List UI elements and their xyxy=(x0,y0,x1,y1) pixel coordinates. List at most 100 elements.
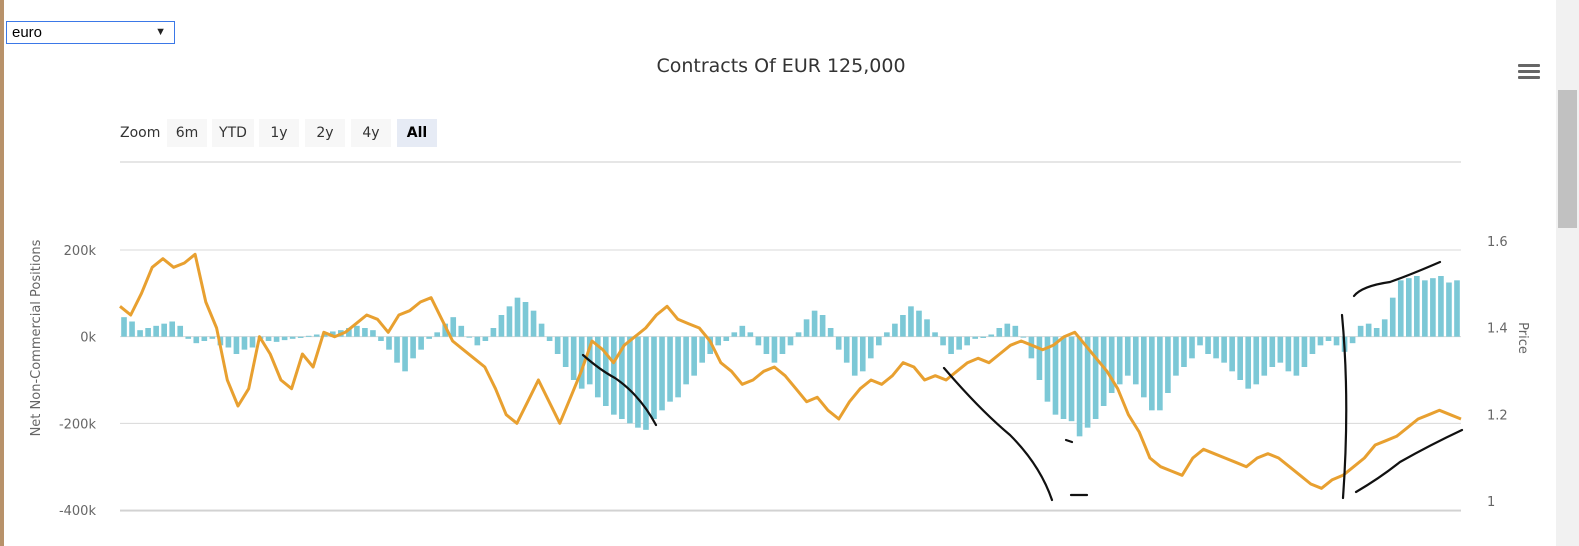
zoom-2y-button[interactable]: 2y xyxy=(305,119,345,147)
position-bar xyxy=(1149,336,1155,411)
position-bar xyxy=(1261,336,1268,376)
position-bar xyxy=(1036,336,1043,380)
position-bar xyxy=(1349,336,1356,344)
page-scrollbar[interactable] xyxy=(1556,0,1579,546)
position-bar xyxy=(1132,336,1139,385)
position-bar xyxy=(707,336,714,354)
position-bar xyxy=(546,336,553,341)
zoom-1y-button[interactable]: 1y xyxy=(259,119,299,147)
zoom-ytd-button[interactable]: YTD xyxy=(212,119,254,147)
position-bar xyxy=(1092,336,1099,419)
position-bar xyxy=(1373,328,1380,337)
position-bar xyxy=(482,336,489,341)
position-bar xyxy=(354,325,360,337)
position-bar xyxy=(980,336,987,338)
position-bar xyxy=(466,336,473,338)
position-bar xyxy=(1365,323,1372,337)
position-bar xyxy=(329,331,336,337)
position-bar xyxy=(161,323,167,337)
position-bar xyxy=(562,336,569,367)
position-bar xyxy=(1430,278,1436,337)
position-bar xyxy=(1004,323,1011,337)
position-bar xyxy=(675,336,681,398)
position-bar xyxy=(1141,336,1147,398)
position-bar xyxy=(811,310,818,337)
position-bar xyxy=(305,335,312,337)
position-bar xyxy=(1229,336,1235,372)
scrollbar-thumb[interactable] xyxy=(1558,90,1577,228)
position-bar xyxy=(1165,336,1171,393)
chart-title: Contracts Of EUR 125,000 xyxy=(656,55,906,77)
position-bar xyxy=(835,336,842,350)
positions-bars xyxy=(121,276,1460,437)
zoom-6m-button[interactable]: 6m xyxy=(167,119,207,147)
position-bar xyxy=(1213,336,1219,359)
zoom-all-button[interactable]: All xyxy=(397,119,437,147)
position-bar xyxy=(1454,280,1460,337)
position-bar xyxy=(892,323,898,337)
annotation-stroke xyxy=(1064,438,1074,444)
position-bar xyxy=(386,336,392,350)
position-bar xyxy=(1405,278,1412,337)
position-bar xyxy=(851,336,858,376)
position-bar xyxy=(410,336,416,359)
position-bar xyxy=(819,315,826,337)
position-bar xyxy=(859,336,866,372)
position-bar xyxy=(1124,336,1131,376)
menu-line-2 xyxy=(1518,70,1540,73)
position-bar xyxy=(723,336,730,341)
currency-select-value: euro xyxy=(12,24,43,41)
position-bar xyxy=(1012,325,1019,337)
position-bar xyxy=(924,319,930,337)
position-bar xyxy=(233,336,240,354)
position-bar xyxy=(1108,336,1115,393)
position-bar xyxy=(1221,336,1227,363)
position-bar xyxy=(474,336,481,346)
position-bar xyxy=(1389,297,1396,337)
position-bar xyxy=(635,336,641,428)
zoom-4y-button[interactable]: 4y xyxy=(351,119,391,147)
hamburger-icon[interactable] xyxy=(1518,64,1540,82)
position-bar xyxy=(1293,336,1300,376)
position-bar xyxy=(129,321,135,337)
position-bar xyxy=(1076,336,1083,437)
position-bar xyxy=(1422,280,1428,337)
position-bar xyxy=(1100,336,1107,406)
position-bar xyxy=(273,336,280,342)
currency-select[interactable]: euro ▼ xyxy=(6,21,175,44)
position-bar xyxy=(522,302,529,337)
position-bar xyxy=(426,336,432,339)
position-bar xyxy=(779,336,786,354)
position-bar xyxy=(1309,336,1316,354)
position-bar xyxy=(1301,336,1308,367)
position-bar xyxy=(506,306,513,337)
position-bar xyxy=(651,336,657,419)
position-bar xyxy=(442,323,449,337)
position-bar xyxy=(908,306,914,337)
position-bar xyxy=(643,336,649,430)
position-bar xyxy=(185,336,192,339)
position-bar xyxy=(1269,336,1276,367)
position-bar xyxy=(153,325,159,337)
position-bar xyxy=(827,328,834,337)
position-bar xyxy=(1245,336,1252,389)
position-bar xyxy=(578,336,585,389)
position-bar xyxy=(1068,336,1075,422)
position-bar xyxy=(948,336,954,354)
position-bar xyxy=(843,336,850,363)
position-bar xyxy=(1333,336,1340,346)
position-bar xyxy=(1173,336,1179,376)
position-bar xyxy=(145,328,151,337)
position-bar xyxy=(281,336,288,341)
position-bar xyxy=(362,328,368,337)
position-bar xyxy=(1325,336,1332,341)
position-bar xyxy=(699,336,705,363)
position-bar xyxy=(209,336,216,339)
position-bar xyxy=(787,336,794,346)
position-bar xyxy=(659,336,665,411)
zoom-label: Zoom xyxy=(120,125,161,141)
position-bar xyxy=(619,336,625,419)
menu-line-1 xyxy=(1518,64,1540,67)
position-bar xyxy=(1020,336,1027,338)
